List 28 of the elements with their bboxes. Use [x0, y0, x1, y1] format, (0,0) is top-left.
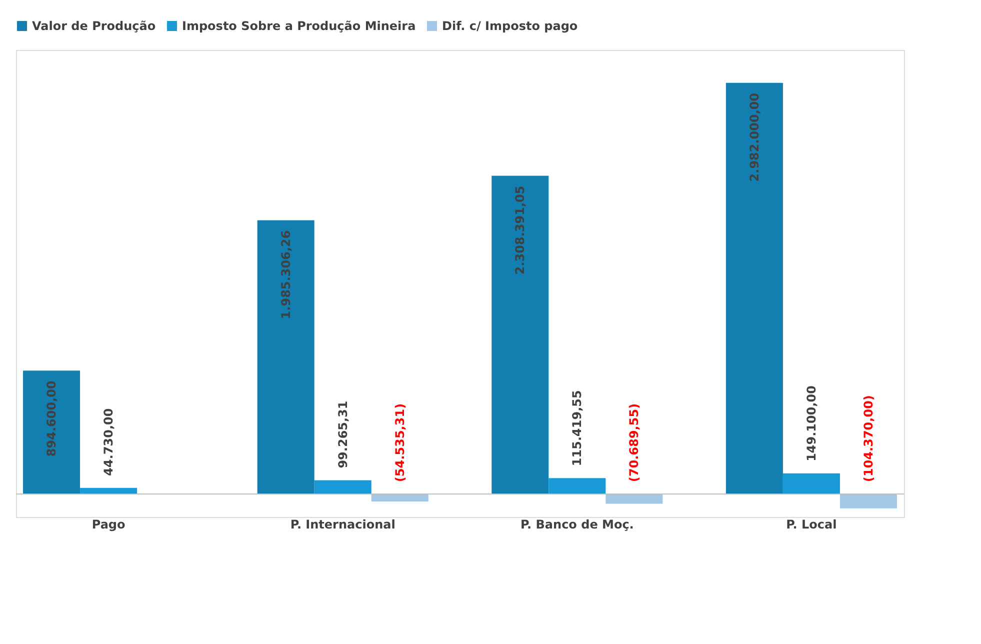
bar [314, 480, 372, 494]
legend-label: Valor de Produção [32, 19, 156, 33]
legend-label: Dif. c/ Imposto pago [442, 19, 578, 33]
bar [548, 478, 606, 494]
x-tick-label: P. Local [786, 518, 837, 532]
data-label: (104.370,00) [861, 395, 876, 482]
data-label: 149.100,00 [804, 386, 818, 462]
data-label: 894.600,00 [44, 380, 59, 457]
data-label: 99.265,31 [336, 400, 350, 468]
data-label: (70.689,55) [627, 403, 642, 482]
bar [840, 494, 897, 508]
x-tick-label: Pago [92, 518, 126, 532]
x-tick-label: P. Internacional [290, 518, 396, 532]
data-label: 2.982.000,00 [747, 92, 762, 182]
bar [492, 176, 549, 494]
bar [726, 82, 783, 494]
data-label: 44.730,00 [102, 408, 116, 476]
bar [23, 370, 80, 494]
data-label: 115.419,55 [570, 390, 584, 466]
x-tick-label: P. Banco de Moç. [520, 518, 634, 532]
bar [371, 494, 428, 502]
bar [257, 220, 314, 494]
legend-label: Imposto Sobre a Produção Mineira [182, 19, 416, 33]
bar [782, 473, 840, 494]
bar [606, 494, 663, 504]
data-label: (54.535,31) [392, 403, 407, 482]
data-label: 1.985.306,26 [278, 230, 293, 320]
data-label: 2.308.391,05 [513, 186, 528, 275]
